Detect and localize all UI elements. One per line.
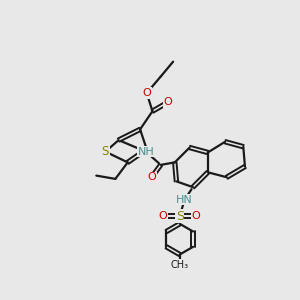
Text: CH₃: CH₃	[171, 260, 189, 270]
Text: O: O	[159, 211, 168, 221]
Text: HN: HN	[176, 194, 193, 205]
Text: NH: NH	[137, 147, 154, 157]
Text: O: O	[164, 97, 172, 107]
Text: S: S	[102, 145, 109, 158]
Text: O: O	[142, 88, 151, 98]
Text: O: O	[147, 172, 156, 182]
Text: O: O	[192, 211, 201, 221]
Text: S: S	[176, 209, 184, 223]
